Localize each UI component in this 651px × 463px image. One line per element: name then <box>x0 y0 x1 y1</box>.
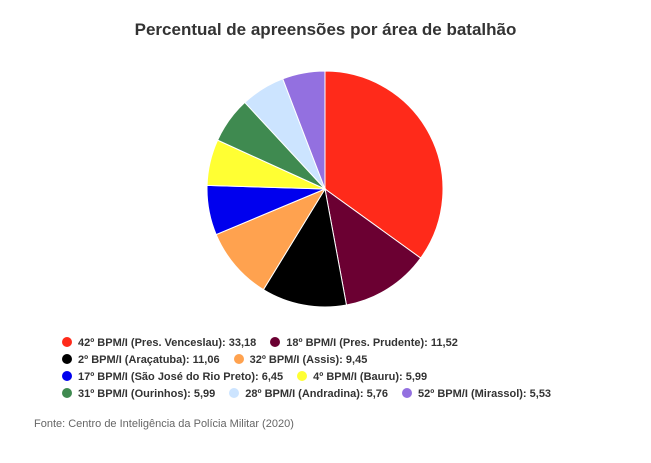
legend-label: 17º BPM/I (São José do Rio Preto): 6,45 <box>78 371 284 383</box>
legend-item[interactable]: 28º BPM/I (Andradina): 5,76 <box>229 386 388 403</box>
legend-item[interactable]: 42º BPM/I (Pres. Venceslau): 33,18 <box>62 335 256 352</box>
legend-item[interactable]: 17º BPM/I (São José do Rio Preto): 6,45 <box>62 369 283 386</box>
legend-swatch <box>62 354 72 364</box>
chart-legend: 42º BPM/I (Pres. Venceslau): 33,18 18º BP… <box>62 335 622 403</box>
legend-label: 42º BPM/I (Pres. Venceslau): 33,18 <box>78 337 257 349</box>
legend-swatch <box>229 388 240 398</box>
legend-swatch <box>62 388 72 398</box>
legend-swatch <box>62 371 72 381</box>
legend-swatch <box>402 388 413 398</box>
pie-slice-1[interactable] <box>324 187 422 306</box>
legend-row: 31º BPM/I (Ourinhos): 5,99 28º BPM/I (And… <box>62 386 622 403</box>
legend-item[interactable]: 32º BPM/I (Assis): 9,45 <box>233 352 368 369</box>
legend-label: 31º BPM/I (Ourinhos): 5,99 <box>78 388 216 400</box>
legend-row: 2º BPM/I (Araçatuba): 11,06 32º BPM/I (As… <box>62 352 622 369</box>
pie-slice-8[interactable] <box>282 70 326 190</box>
legend-label: 52º BPM/I (Mirassol): 5,53 <box>418 388 552 400</box>
pie-slice-3[interactable] <box>215 187 327 291</box>
legend-label: 28º BPM/I (Andradina): 5,76 <box>245 388 389 400</box>
legend-item[interactable]: 4º BPM/I (Bauru): 5,99 <box>297 369 427 386</box>
legend-label: 32º BPM/I (Assis): 9,45 <box>249 354 368 366</box>
source-note: Fonte: Centro de Inteligência da Polícia… <box>34 418 294 430</box>
pie-chart <box>206 70 444 308</box>
legend-swatch <box>233 354 244 364</box>
legend-label: 4º BPM/I (Bauru): 5,99 <box>313 371 428 383</box>
legend-swatch <box>62 337 72 347</box>
legend-swatch <box>270 337 281 347</box>
legend-item[interactable]: 52º BPM/I (Mirassol): 5,53 <box>402 386 551 403</box>
legend-item[interactable]: 2º BPM/I (Araçatuba): 11,06 <box>62 352 220 369</box>
chart-title: Percentual de apreensões por área de bat… <box>134 20 517 39</box>
legend-row: 17º BPM/I (São José do Rio Preto): 6,45 4… <box>62 369 622 386</box>
pie-slice-0[interactable] <box>324 70 444 259</box>
legend-item[interactable]: 18º BPM/I (Pres. Prudente): 11,52 <box>270 335 458 352</box>
legend-swatch <box>297 371 308 381</box>
legend-row: 42º BPM/I (Pres. Venceslau): 33,18 18º BP… <box>62 335 622 352</box>
legend-item[interactable]: 31º BPM/I (Ourinhos): 5,99 <box>62 386 215 403</box>
pie-slice-2[interactable] <box>262 187 348 308</box>
legend-label: 2º BPM/I (Araçatuba): 11,06 <box>78 354 220 366</box>
legend-label: 18º BPM/I (Pres. Prudente): 11,52 <box>286 337 458 349</box>
